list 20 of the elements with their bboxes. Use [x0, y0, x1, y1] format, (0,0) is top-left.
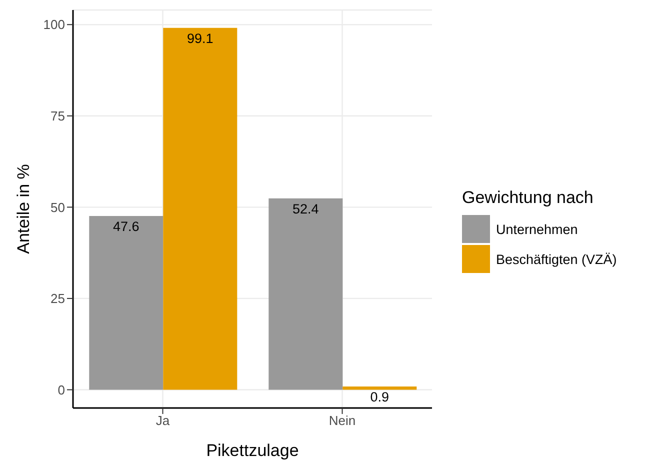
x-tick-label: Ja [156, 413, 170, 428]
y-axis-title: Anteile in % [14, 164, 34, 254]
bar [163, 28, 238, 390]
legend-title: Gewichtung nach [462, 188, 594, 208]
bar [89, 216, 164, 390]
data-label: 52.4 [292, 201, 320, 216]
legend-label: Beschäftigten (VZÄ) [496, 252, 617, 266]
y-tick-label: 75 [50, 108, 65, 124]
y-tick-label: 100 [43, 17, 65, 32]
data-label: 47.6 [113, 218, 140, 234]
legend-label: Unternehmen [496, 222, 578, 236]
x-axis-title: Pikettzulage [206, 441, 299, 460]
data-label: 0.9 [370, 389, 390, 404]
bar [268, 198, 343, 390]
data-label: 99.1 [187, 30, 214, 46]
y-tick-label: 50 [50, 200, 65, 215]
y-tick-label: 25 [50, 291, 65, 306]
y-tick-label: 0 [58, 382, 65, 398]
x-tick-label: Nein [328, 413, 356, 428]
bar [342, 386, 417, 390]
